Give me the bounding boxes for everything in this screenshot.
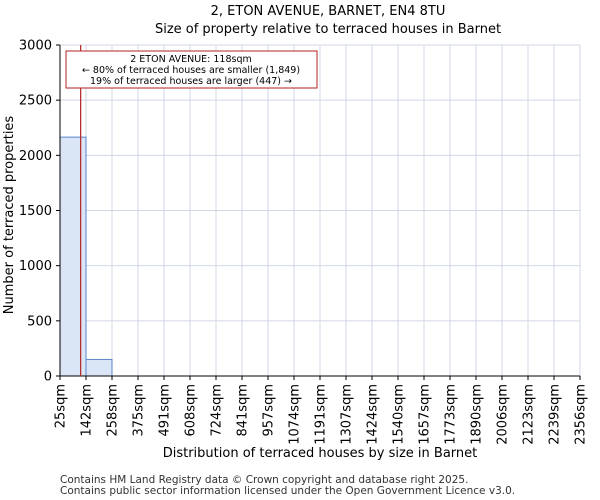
x-tick-label-1540sqm: 1540sqm [392,384,407,445]
x-tick-label-1074sqm: 1074sqm [288,384,303,445]
x-tick-label-1424sqm: 1424sqm [366,384,381,445]
annotation-line-2: ← 80% of terraced houses are smaller (1,… [82,65,300,76]
y-tick-label-2500: 2500 [19,94,52,109]
y-tick-label-2000: 2000 [19,149,52,164]
y-tick-label-0: 0 [44,370,52,385]
grid [60,44,581,376]
x-tick-label-2356sqm: 2356sqm [574,384,589,445]
x-tick-label-25sqm: 25sqm [54,384,69,428]
chart-title: 2, ETON AVENUE, BARNET, EN4 8TU [211,4,446,19]
x-tick-label-841sqm: 841sqm [236,384,251,437]
x-tick-label-1657sqm: 1657sqm [418,384,433,445]
footer-line-1: Contains HM Land Registry data © Crown c… [60,474,468,486]
x-tick-label-258sqm: 258sqm [106,384,121,437]
x-tick-label-957sqm: 957sqm [262,384,277,437]
x-tick-label-2006sqm: 2006sqm [496,384,511,445]
x-tick-label-375sqm: 375sqm [132,384,147,437]
y-tick-label-1500: 1500 [19,204,52,219]
x-tick-label-1773sqm: 1773sqm [444,384,459,445]
x-tick-label-2123sqm: 2123sqm [522,384,537,445]
x-tick-label-2239sqm: 2239sqm [548,384,563,445]
bars [59,136,113,377]
bar-142sqm [85,358,113,377]
bar-25sqm [59,136,87,377]
y-tick-labels: 0 500 1000 1500 2000 2500 3000 [19,39,60,385]
annotation-line-1: 2 ETON AVENUE: 118sqm [130,54,252,65]
footer-line-2: Contains public sector information licen… [60,485,515,497]
annotation-line-3: 19% of terraced houses are larger (447) … [90,76,292,87]
y-tick-label-500: 500 [27,314,52,329]
y-tick-label-1000: 1000 [19,259,52,274]
annotation-border [65,50,318,89]
x-tick-label-1890sqm: 1890sqm [470,384,485,445]
x-axis-label: Distribution of terraced houses by size … [163,446,478,461]
x-tick-label-491sqm: 491sqm [158,384,173,437]
x-tick-label-1191sqm: 1191sqm [314,384,329,445]
chart-subtitle: Size of property relative to terraced ho… [155,22,501,37]
annotation-box: 2 ETON AVENUE: 118sqm ← 80% of terraced … [65,50,318,89]
x-tick-label-724sqm: 724sqm [210,384,225,437]
x-tick-label-142sqm: 142sqm [80,384,95,437]
y-tick-label-3000: 3000 [19,39,52,54]
x-tick-label-1307sqm: 1307sqm [340,384,355,445]
x-tick-label-608sqm: 608sqm [184,384,199,437]
x-tick-labels: 25sqm 142sqm 258sqm 375sqm 491sqm 608sqm 724sq… [54,376,589,445]
y-axis-label: Number of terraced properties [2,116,17,315]
